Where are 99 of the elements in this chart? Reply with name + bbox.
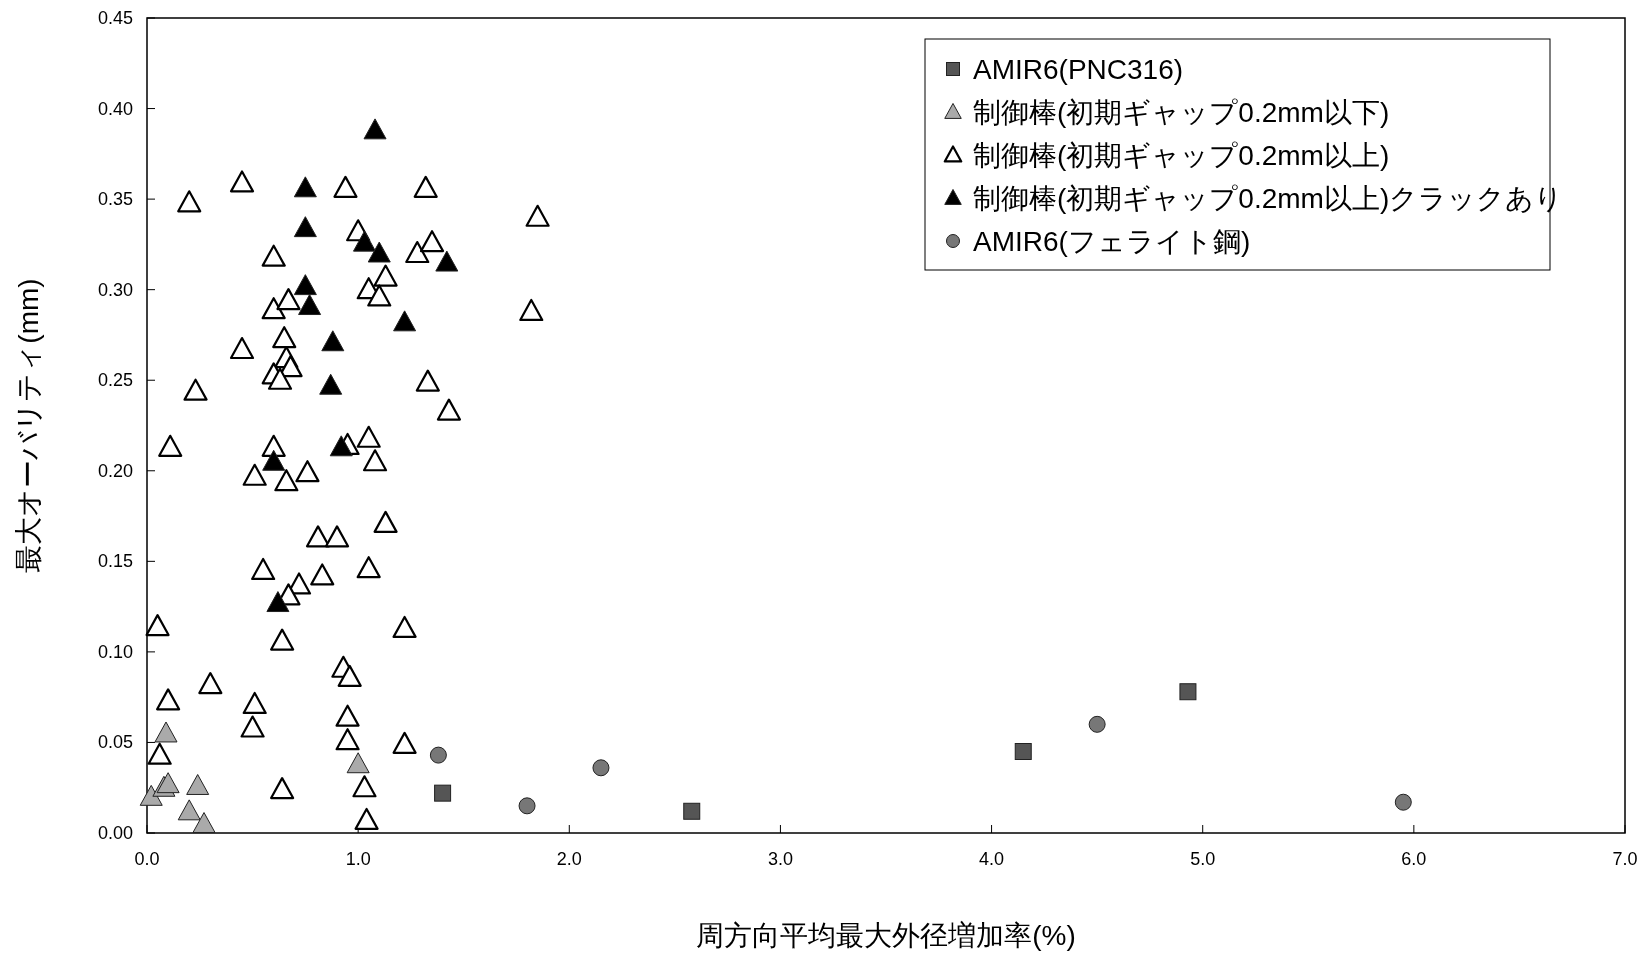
- point: [251, 557, 276, 581]
- y-tick-label: 0.10: [97, 641, 133, 662]
- point: [272, 326, 297, 349]
- point: [158, 434, 183, 457]
- point: [329, 435, 353, 457]
- point: [1179, 683, 1197, 701]
- point: [270, 777, 295, 800]
- legend-label: 制御棒(初期ギャップ0.2mm以上): [973, 140, 1390, 171]
- point: [240, 715, 265, 738]
- point: [270, 628, 295, 651]
- point: [262, 449, 286, 471]
- x-tick-label: 7.0: [1612, 849, 1638, 869]
- point: [434, 784, 452, 802]
- point: [156, 688, 181, 711]
- point: [352, 775, 377, 798]
- point: [362, 449, 388, 472]
- point: [429, 746, 447, 764]
- point: [261, 297, 286, 320]
- point: [1014, 743, 1032, 760]
- point: [335, 704, 360, 727]
- y-tick-label: 0.35: [97, 189, 133, 210]
- point: [198, 671, 223, 695]
- point: [1088, 715, 1106, 733]
- point: [139, 784, 163, 806]
- point: [321, 330, 345, 352]
- legend-label: AMIR6(PNC316): [973, 54, 1184, 85]
- point: [683, 802, 701, 820]
- point: [356, 556, 381, 579]
- point: [192, 812, 216, 833]
- point: [266, 591, 290, 613]
- point: [436, 398, 462, 421]
- point: [392, 615, 417, 638]
- point: [435, 250, 459, 272]
- point: [367, 284, 392, 307]
- point: [413, 175, 438, 198]
- point: [261, 244, 286, 267]
- point: [324, 525, 350, 548]
- y-tick-label: 0.00: [97, 823, 133, 843]
- point: [367, 241, 391, 263]
- point: [518, 797, 536, 815]
- y-tick-label: 0.20: [97, 460, 133, 481]
- y-tick-label: 0.30: [97, 279, 133, 300]
- point: [267, 367, 293, 390]
- x-tick-label: 5.0: [1190, 849, 1216, 869]
- point: [147, 742, 172, 765]
- point: [319, 373, 343, 395]
- point: [356, 425, 381, 448]
- y-tick-label: 0.15: [97, 551, 133, 572]
- point: [1394, 793, 1412, 811]
- point: [352, 230, 376, 252]
- x-tick-label: 1.0: [345, 849, 371, 869]
- point: [333, 175, 358, 198]
- point: [346, 752, 370, 774]
- point: [373, 264, 398, 287]
- point: [154, 721, 178, 743]
- point: [186, 774, 210, 795]
- point: [419, 230, 445, 253]
- point: [145, 614, 170, 637]
- y-tick-label: 0.40: [97, 98, 133, 119]
- point: [337, 664, 362, 687]
- legend-label: AMIR6(フェライト鋼): [973, 226, 1251, 257]
- y-tick-label: 0.05: [97, 732, 133, 753]
- point: [274, 469, 299, 492]
- y-tick-label: 0.25: [97, 370, 133, 391]
- point: [405, 240, 430, 264]
- point: [276, 288, 301, 311]
- point: [373, 510, 398, 533]
- point: [177, 190, 202, 213]
- point: [592, 759, 610, 777]
- point: [242, 463, 267, 486]
- y-tick-label: 0.45: [97, 8, 133, 28]
- point: [519, 298, 544, 322]
- point: [293, 274, 317, 296]
- legend-label: 制御棒(初期ギャップ0.2mm以上)クラックあり: [973, 183, 1564, 214]
- x-tick-label: 6.0: [1401, 849, 1427, 869]
- y-axis-title: 最大オーバリティ(mm): [13, 278, 44, 573]
- x-axis-title: 周方向平均最大外径増加率(%): [696, 920, 1076, 951]
- point: [392, 731, 417, 754]
- x-tick-label: 0.0: [134, 849, 160, 869]
- point: [229, 170, 255, 193]
- x-tick-label: 3.0: [767, 849, 793, 869]
- point: [335, 728, 360, 751]
- point: [310, 563, 335, 586]
- legend-label: 制御棒(初期ギャップ0.2mm以下): [973, 97, 1390, 128]
- x-tick-label: 2.0: [556, 849, 582, 869]
- point: [298, 294, 322, 316]
- point: [363, 118, 387, 140]
- point: [293, 216, 317, 238]
- point: [525, 204, 550, 227]
- point: [354, 807, 379, 830]
- point: [415, 369, 440, 392]
- point: [295, 460, 320, 483]
- x-tick-label: 4.0: [979, 849, 1005, 869]
- point: [183, 378, 208, 401]
- point: [393, 310, 417, 332]
- point: [177, 799, 201, 821]
- point: [242, 691, 267, 715]
- point: [293, 176, 317, 198]
- point: [229, 336, 255, 360]
